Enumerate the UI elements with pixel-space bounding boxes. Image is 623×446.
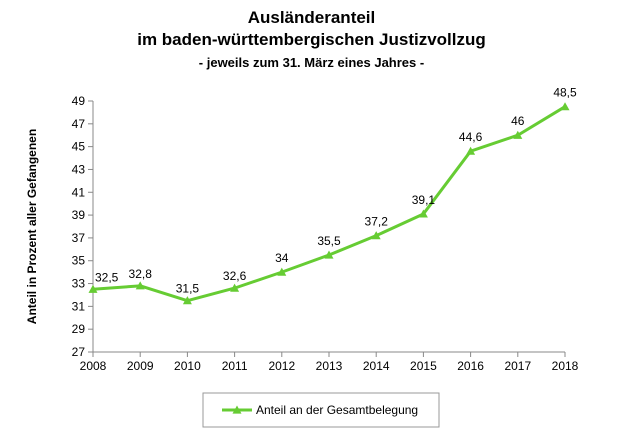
chart-title-line-1: Ausländeranteil bbox=[247, 8, 376, 27]
chart-title-line-2: im baden-württembergischen Justizvollzug bbox=[137, 30, 486, 49]
y-tick-label: 49 bbox=[72, 94, 86, 108]
data-label: 32,6 bbox=[223, 269, 247, 283]
data-point-marker bbox=[324, 250, 334, 259]
y-tick-label: 43 bbox=[72, 162, 86, 176]
x-tick-label: 2014 bbox=[363, 359, 390, 373]
x-tick-label: 2011 bbox=[222, 359, 248, 373]
x-tick-label: 2015 bbox=[410, 359, 437, 373]
legend-entry-label: Anteil an der Gesamtbelegung bbox=[256, 403, 418, 417]
x-tick-label: 2009 bbox=[127, 359, 154, 373]
x-tick-label: 2008 bbox=[80, 359, 107, 373]
data-label: 46 bbox=[511, 114, 525, 128]
series-group bbox=[88, 102, 570, 305]
y-tick-label: 39 bbox=[72, 208, 86, 222]
data-label: 48,5 bbox=[553, 86, 577, 100]
legend-marker-swatch bbox=[232, 405, 242, 414]
x-tick-label: 2016 bbox=[457, 359, 484, 373]
y-tick-label: 37 bbox=[72, 231, 86, 245]
data-label: 32,5 bbox=[95, 270, 119, 284]
axes bbox=[92, 101, 565, 353]
x-tick-label: 2010 bbox=[174, 359, 201, 373]
y-tick-label: 31 bbox=[72, 299, 86, 313]
data-point-marker bbox=[135, 281, 145, 290]
x-tick-label: 2018 bbox=[552, 359, 579, 373]
data-labels: 32,5 32,8 31,5 32,6 34 35,5 37,2 39,1 44,6 46 48,5 bbox=[95, 86, 577, 296]
x-tick-label: 2013 bbox=[316, 359, 343, 373]
data-label: 34 bbox=[275, 251, 289, 265]
x-axis-ticks: 2008 2009 2010 2011 2012 2013 2014 2015 2016 2017… bbox=[80, 352, 579, 373]
data-point-marker bbox=[277, 267, 287, 276]
y-tick-label: 33 bbox=[72, 277, 86, 291]
y-tick-label: 35 bbox=[72, 254, 86, 268]
y-tick-label: 45 bbox=[72, 140, 86, 154]
data-label: 39,1 bbox=[412, 193, 436, 207]
data-label: 32,8 bbox=[129, 267, 153, 281]
data-point-marker bbox=[371, 231, 381, 240]
data-label: 35,5 bbox=[317, 234, 341, 248]
y-axis-ticks: 27 29 31 33 35 37 39 41 43 45 47 49 bbox=[72, 94, 93, 359]
data-point-marker bbox=[466, 146, 476, 155]
data-point-marker bbox=[560, 102, 570, 111]
data-label: 44,6 bbox=[459, 130, 483, 144]
y-axis-title: Anteil in Prozent aller Gefangenen bbox=[25, 129, 39, 324]
chart-subtitle: - jeweils zum 31. März eines Jahres - bbox=[198, 55, 425, 70]
x-tick-label: 2012 bbox=[268, 359, 295, 373]
data-point-marker bbox=[182, 296, 192, 305]
data-point-marker bbox=[418, 209, 428, 218]
data-point-marker bbox=[88, 284, 98, 293]
legend: Anteil an der Gesamtbelegung bbox=[202, 392, 440, 428]
y-tick-label: 29 bbox=[72, 322, 86, 336]
x-tick-label: 2017 bbox=[504, 359, 531, 373]
y-tick-label: 41 bbox=[72, 185, 86, 199]
y-tick-label: 47 bbox=[72, 117, 86, 131]
data-label: 37,2 bbox=[365, 215, 389, 229]
series-line bbox=[92, 105, 566, 303]
data-label: 31,5 bbox=[176, 282, 200, 296]
data-point-marker bbox=[230, 283, 240, 292]
y-tick-label: 27 bbox=[72, 345, 86, 359]
data-point-marker bbox=[513, 130, 523, 139]
